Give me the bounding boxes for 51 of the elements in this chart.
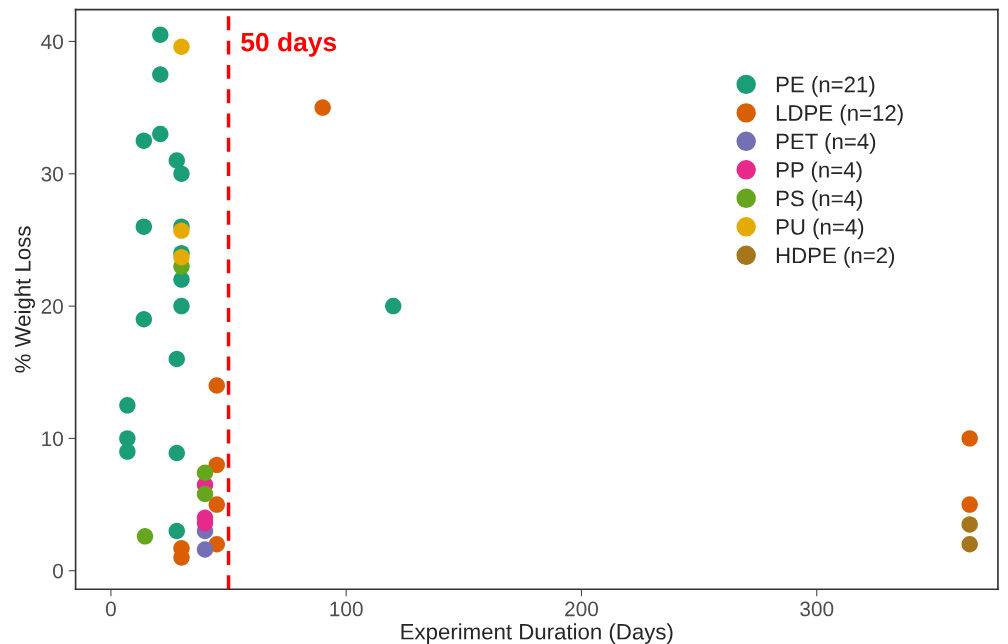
point xyxy=(119,397,136,414)
point xyxy=(119,443,136,460)
y-tick-label: 20 xyxy=(41,299,63,314)
point xyxy=(208,496,225,513)
x-tick-label: 0 xyxy=(105,601,116,617)
legend-label: PE (n=21) xyxy=(776,76,875,97)
point xyxy=(173,271,190,288)
ref-line-label: 50 days xyxy=(241,32,337,57)
point xyxy=(961,496,978,513)
legend-label: HDPE (n=2) xyxy=(776,246,895,268)
y-axis-title: % Weight Loss xyxy=(14,226,36,373)
y-tick-label: 40 xyxy=(41,34,63,50)
point xyxy=(135,132,153,149)
point xyxy=(168,444,185,462)
legend-label: PS (n=4) xyxy=(776,190,862,211)
point xyxy=(135,218,153,235)
point xyxy=(208,377,225,394)
point xyxy=(961,516,978,533)
y-tick-label: 0 xyxy=(53,563,63,579)
legend-label: LDPE (n=12) xyxy=(776,104,903,126)
point xyxy=(173,165,190,182)
legend-label: PP (n=4) xyxy=(776,161,862,183)
point xyxy=(152,26,169,44)
point xyxy=(208,456,225,474)
point xyxy=(196,464,214,482)
point xyxy=(314,99,331,116)
point xyxy=(173,38,190,55)
y-tick-label: 30 xyxy=(41,166,63,182)
point xyxy=(196,541,214,558)
point xyxy=(152,66,169,83)
point xyxy=(119,430,136,447)
point xyxy=(196,485,214,503)
point xyxy=(173,248,190,266)
point xyxy=(385,297,402,315)
point xyxy=(135,311,153,328)
point xyxy=(136,528,154,545)
point xyxy=(961,430,978,447)
point xyxy=(152,125,169,143)
point xyxy=(173,297,190,315)
x-tick-label: 200 xyxy=(565,601,599,617)
point xyxy=(173,222,190,239)
point xyxy=(961,536,978,553)
legend-label: PET (n=4) xyxy=(776,133,876,154)
point xyxy=(168,152,185,169)
point xyxy=(168,350,185,368)
legend-label: PU (n=4) xyxy=(776,218,864,240)
x-tick-label: 100 xyxy=(330,601,363,617)
y-tick-label: 10 xyxy=(42,431,63,447)
x-axis-title: Experiment Duration (Days) xyxy=(401,623,673,644)
x-tick-label: 300 xyxy=(800,601,834,617)
point xyxy=(168,522,185,540)
